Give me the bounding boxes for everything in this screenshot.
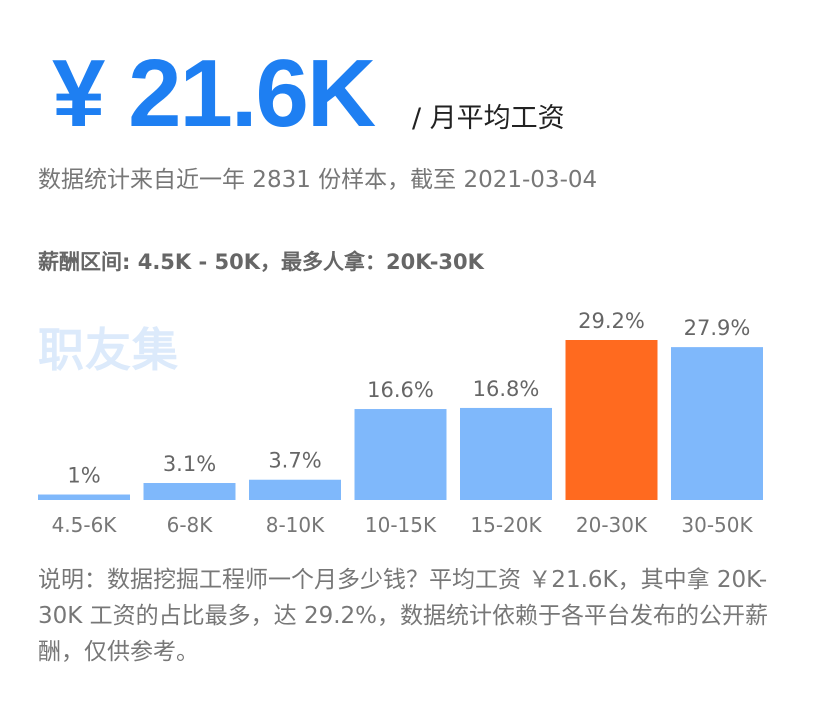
bar-6-8K — [143, 483, 236, 500]
bar-8-10K — [249, 479, 341, 500]
bar-30-50K — [671, 347, 763, 500]
average-salary-value: ¥ 21.6K — [52, 40, 376, 147]
category-label-8-10K: 8-10K — [266, 513, 325, 537]
category-label-20-30K: 20-30K — [576, 513, 648, 537]
bar-4.5-6K — [38, 494, 130, 500]
salary-range-summary: 薪酬区间: 4.5K - 50K，最多人拿：20K-30K — [38, 250, 484, 274]
value-label-4.5-6K: 1% — [67, 464, 100, 488]
bar-15-20K — [460, 407, 552, 500]
value-label-10-15K: 16.6% — [367, 378, 434, 402]
explanation-note: 说明：数据挖掘工程师一个月多少钱？平均工资 ￥21.6K，其中拿 20K-30K… — [38, 567, 769, 665]
headline: ¥ 21.6K / 月平均工资 — [52, 44, 792, 144]
watermark-logo: 职友集 — [38, 323, 179, 377]
value-label-20-30K: 29.2% — [578, 309, 645, 333]
category-label-4.5-6K: 4.5-6K — [52, 513, 118, 537]
bar-10-15K — [354, 409, 447, 500]
value-label-8-10K: 3.7% — [268, 449, 321, 473]
average-salary-unit: / 月平均工资 — [412, 103, 565, 134]
salary-distribution-chart: 1% 4.5-6K 3.1% 6-8K 3.7% 8-10K 16.6% 10-15K 16.8… — [38, 309, 763, 537]
value-label-30-50K: 27.9% — [684, 316, 751, 340]
category-label-15-20K: 15-20K — [470, 513, 542, 537]
bar-20-30K — [565, 340, 658, 500]
value-label-15-20K: 16.8% — [473, 377, 540, 401]
value-label-6-8K: 3.1% — [163, 452, 216, 476]
sample-info: 数据统计来自近一年 2831 份样本，截至 2021-03-04 — [38, 167, 598, 193]
category-label-10-15K: 10-15K — [365, 513, 437, 537]
category-label-30-50K: 30-50K — [681, 513, 753, 537]
category-label-6-8K: 6-8K — [167, 513, 214, 537]
